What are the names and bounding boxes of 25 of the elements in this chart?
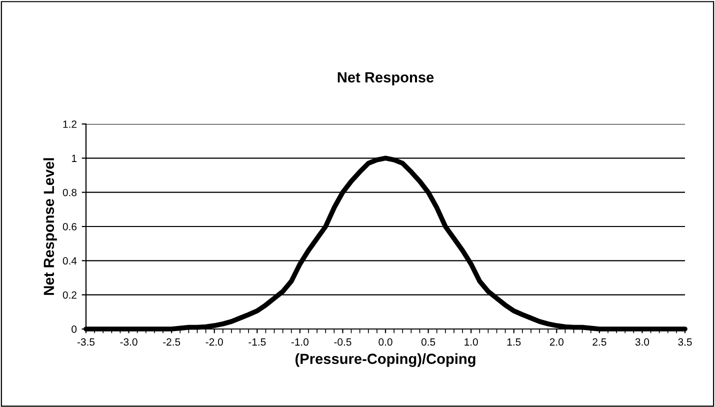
x-tick-label: 2.0 bbox=[550, 338, 564, 346]
y-tick-label: 0.2 bbox=[62, 291, 76, 299]
x-tick-label: 1.5 bbox=[507, 338, 521, 346]
x-tick-label: -1.0 bbox=[291, 338, 308, 346]
x-axis-title: (Pressure-Coping)/Coping bbox=[295, 353, 476, 367]
y-tick-label: 0.6 bbox=[62, 223, 77, 230]
y-tick-label: 1.2 bbox=[63, 120, 76, 128]
x-tick-label: -2.5 bbox=[163, 338, 180, 346]
chart-title: Net Response bbox=[338, 72, 434, 86]
x-tick-label: 1.0 bbox=[464, 338, 478, 346]
x-tick-label: 0.5 bbox=[421, 338, 436, 346]
y-axis-title: Net Response Level bbox=[43, 158, 57, 295]
x-tick-label: 2.5 bbox=[592, 338, 606, 346]
y-tick-label: 0.4 bbox=[62, 257, 77, 265]
x-tick-label: -3.5 bbox=[77, 338, 95, 346]
x-tick-label: -1.5 bbox=[248, 338, 266, 346]
x-tick-label: 3.0 bbox=[635, 338, 650, 346]
x-tick-label: -3.0 bbox=[120, 338, 138, 346]
x-tick-label: 0.0 bbox=[378, 338, 392, 346]
x-tick-label: -0.5 bbox=[334, 338, 352, 346]
y-tick-label: 0.8 bbox=[62, 188, 77, 196]
y-tick-label: 1 bbox=[72, 154, 76, 162]
x-tick-label: -2.0 bbox=[206, 338, 223, 346]
x-tick-label: 3.5 bbox=[678, 338, 692, 346]
y-tick-label: 0 bbox=[72, 326, 77, 333]
